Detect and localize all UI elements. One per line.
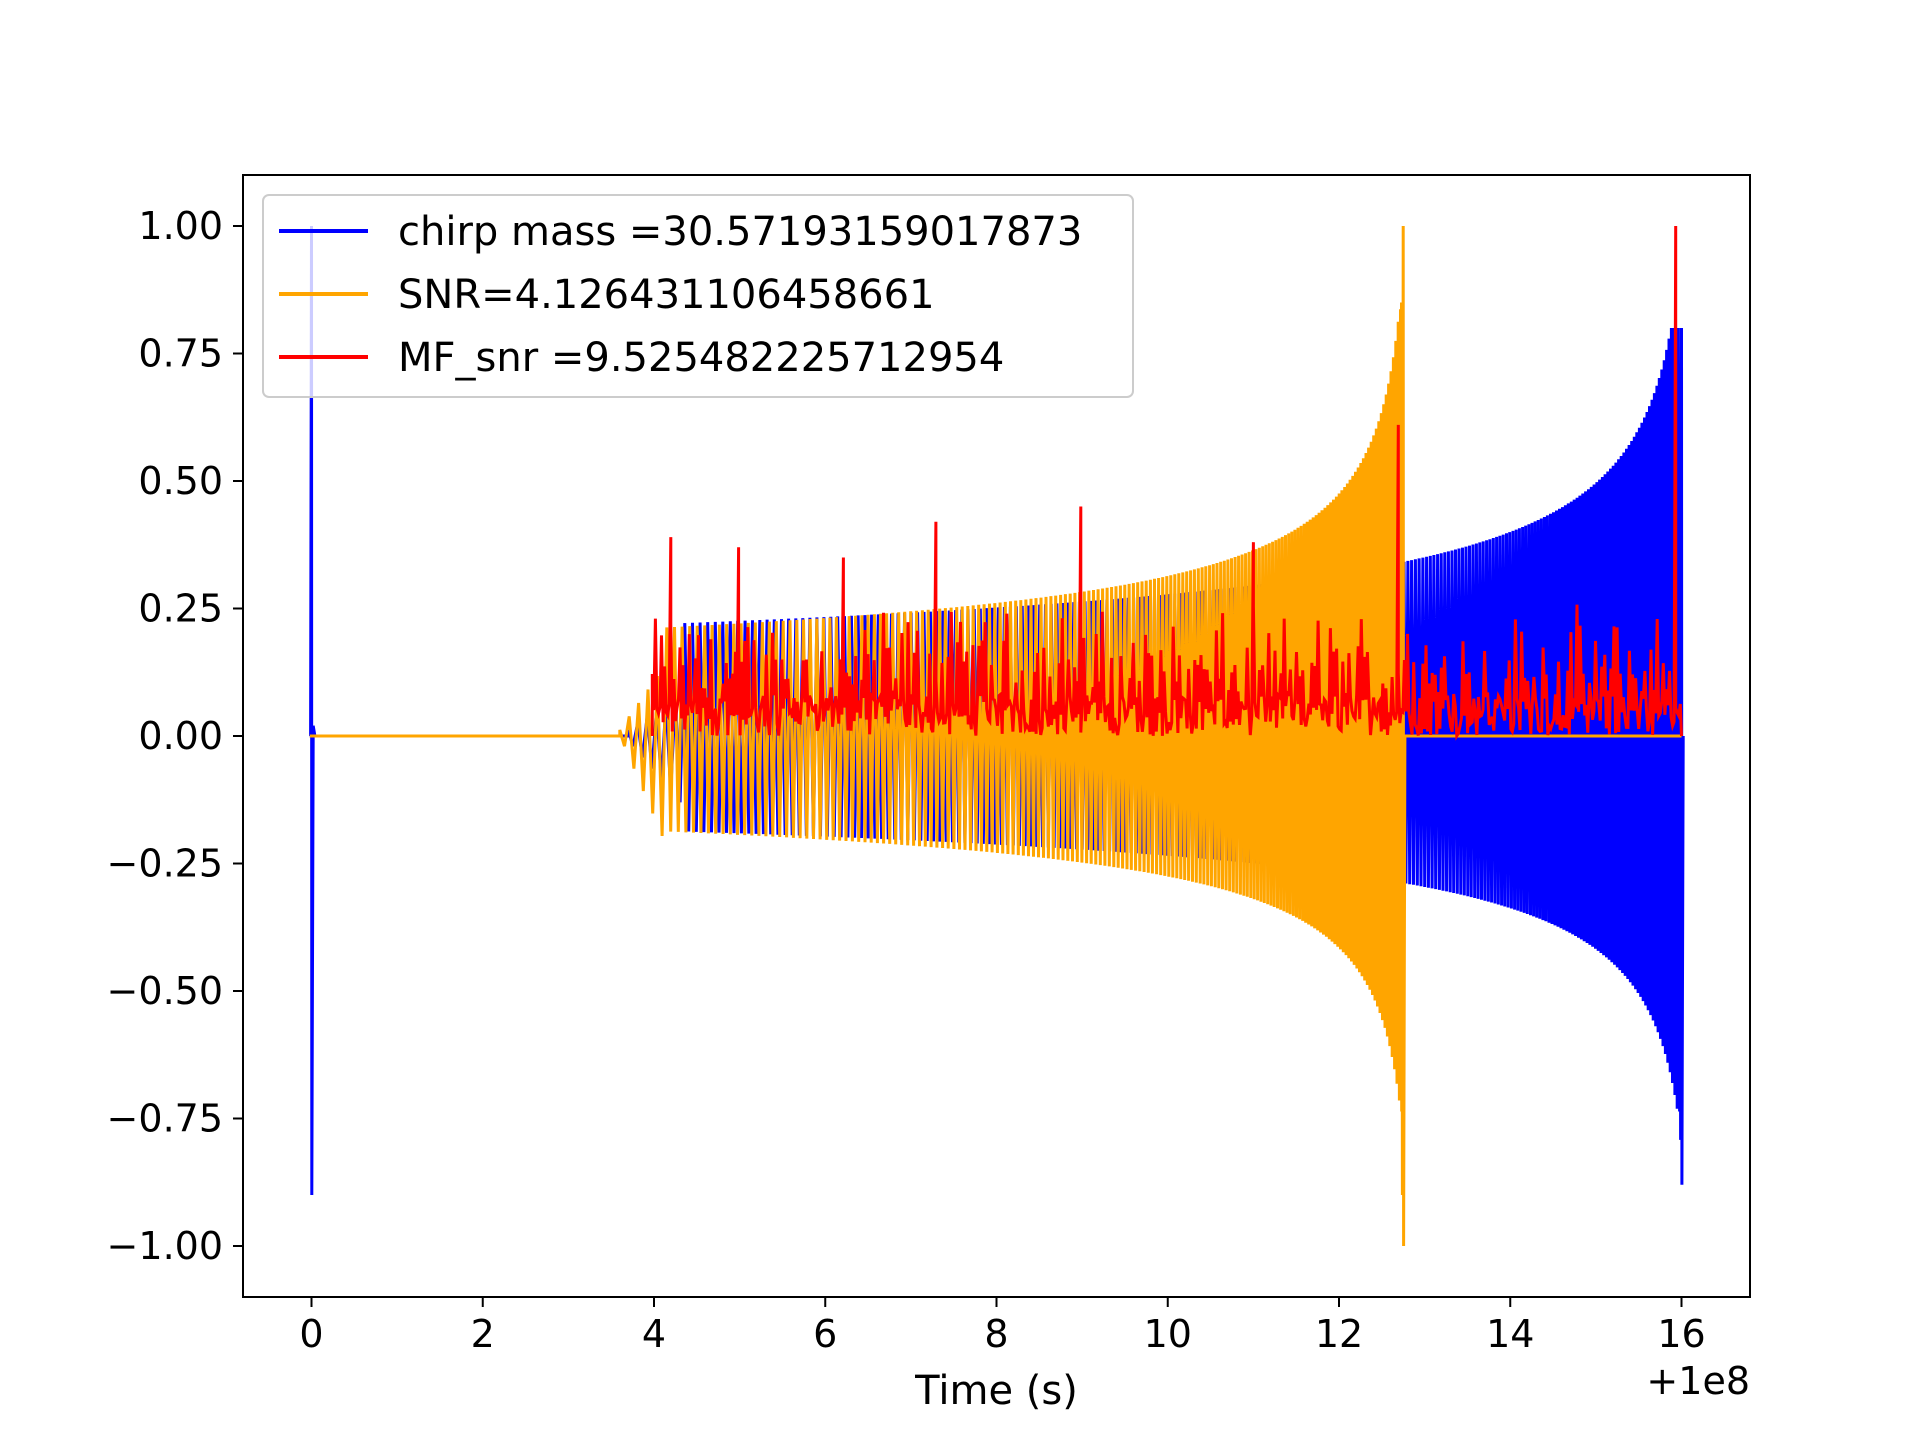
y-tick-label: 0.00 [138,714,223,758]
y-tick-label: 0.25 [138,587,223,631]
y-tick-label: 0.75 [138,332,223,376]
legend-box [262,194,1134,398]
x-axis-offset-label: +1e8 [1646,1359,1750,1403]
legend-entry: MF_snr =9.525482225712954 [398,335,1004,381]
series-line-1 [309,225,1682,1247]
x-tick-label: 12 [1315,1312,1363,1356]
y-axis: 1.00 0.75 0.50 0.25 0.00 −0.25 −0.50 −0.75 −1.00 [107,204,243,1268]
x-axis: 0 2 4 6 8 10 12 14 16 [299,1297,1706,1356]
x-tick-label: 8 [984,1312,1008,1356]
y-tick-label: −0.50 [107,969,223,1013]
y-tick-label: −1.00 [107,1224,223,1268]
legend: chirp mass =30.57193159017873 SNR=4.12643… [262,194,1134,398]
x-tick-label: 0 [299,1312,323,1356]
y-tick-label: −0.75 [107,1097,223,1141]
plot-lines [309,225,1685,1247]
x-tick-label: 14 [1486,1312,1534,1356]
series-line-2 [650,225,1683,741]
x-tick-label: 16 [1657,1312,1705,1356]
y-tick-label: 1.00 [138,204,223,248]
x-axis-label: Time (s) [914,1368,1078,1414]
y-tick-label: −0.25 [107,842,223,886]
x-tick-label: 6 [813,1312,837,1356]
legend-entry: chirp mass =30.57193159017873 [398,209,1082,255]
x-tick-label: 4 [642,1312,666,1356]
x-tick-label: 2 [471,1312,495,1356]
x-tick-label: 10 [1144,1312,1192,1356]
y-tick-label: 0.50 [138,459,223,503]
legend-entry: SNR=4.126431106458661 [398,272,935,318]
